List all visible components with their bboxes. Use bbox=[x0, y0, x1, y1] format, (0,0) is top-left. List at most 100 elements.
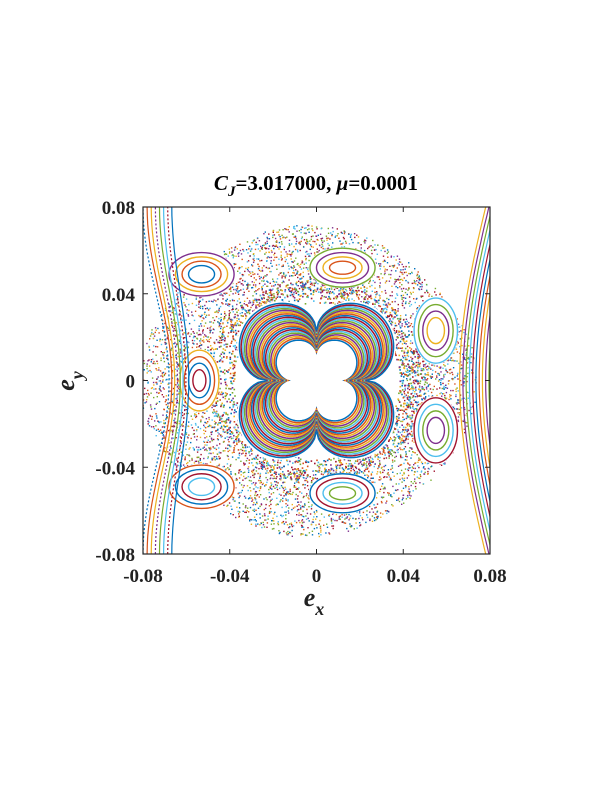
sea-point bbox=[364, 474, 366, 476]
sea-point bbox=[321, 241, 324, 244]
sea-point bbox=[157, 420, 159, 422]
sea-point bbox=[292, 275, 294, 277]
sea-point bbox=[278, 263, 280, 266]
sea-point bbox=[193, 449, 195, 451]
sea-point bbox=[408, 302, 410, 305]
sea-point bbox=[337, 233, 339, 235]
sea-point bbox=[294, 235, 297, 237]
sea-point bbox=[234, 473, 237, 476]
sea-point bbox=[216, 429, 219, 431]
sea-point bbox=[258, 468, 260, 470]
sea-point bbox=[242, 275, 244, 277]
sea-point bbox=[403, 473, 405, 475]
sea-point bbox=[382, 255, 385, 257]
sea-point bbox=[293, 269, 295, 272]
sea-point bbox=[402, 287, 405, 290]
sea-point bbox=[301, 526, 303, 528]
sea-point bbox=[294, 228, 296, 230]
sea-point bbox=[288, 250, 291, 252]
sea-point bbox=[403, 277, 405, 279]
sea-point bbox=[305, 257, 307, 260]
sea-point bbox=[269, 500, 271, 503]
sea-point bbox=[426, 373, 428, 376]
sea-point bbox=[304, 534, 307, 536]
sea-point bbox=[409, 350, 412, 352]
sea-point bbox=[300, 240, 302, 243]
sea-point bbox=[255, 482, 257, 484]
sea-point bbox=[216, 416, 219, 418]
sea-point bbox=[382, 260, 384, 263]
sea-point bbox=[454, 383, 456, 385]
sea-point bbox=[226, 454, 229, 457]
sea-point bbox=[215, 456, 218, 458]
sea-point bbox=[221, 333, 223, 335]
sea-point bbox=[424, 379, 426, 381]
sea-point bbox=[298, 508, 300, 511]
sea-point bbox=[297, 251, 299, 253]
sea-point bbox=[399, 431, 402, 434]
sea-point bbox=[162, 381, 164, 383]
sea-point bbox=[241, 258, 243, 261]
sea-point bbox=[155, 403, 157, 405]
sea-point bbox=[220, 417, 223, 420]
sea-point bbox=[413, 480, 416, 483]
sea-point bbox=[345, 462, 348, 465]
sea-point bbox=[156, 346, 159, 348]
sea-point bbox=[257, 523, 259, 525]
sea-point bbox=[252, 504, 254, 506]
sea-point bbox=[167, 327, 170, 329]
sea-point bbox=[197, 300, 200, 303]
sea-point bbox=[384, 307, 387, 309]
sea-point bbox=[273, 281, 276, 283]
sea-point bbox=[369, 245, 371, 247]
sea-point bbox=[222, 323, 224, 325]
sea-point bbox=[414, 391, 416, 393]
sea-point bbox=[396, 314, 398, 317]
sea-point bbox=[379, 263, 382, 265]
sea-point bbox=[412, 451, 414, 453]
sea-point bbox=[233, 249, 236, 251]
sea-point bbox=[430, 466, 432, 468]
sea-point bbox=[199, 307, 202, 309]
sea-point bbox=[455, 393, 457, 396]
sea-point bbox=[213, 409, 215, 411]
sea-point bbox=[398, 497, 400, 499]
sea-point bbox=[270, 503, 272, 506]
sea-point bbox=[294, 236, 297, 238]
sea-point bbox=[380, 273, 382, 275]
sea-point bbox=[159, 338, 161, 340]
sea-point bbox=[401, 431, 404, 433]
sea-point bbox=[150, 408, 153, 410]
sea-point bbox=[251, 497, 253, 499]
sea-point bbox=[261, 468, 264, 470]
sea-point bbox=[236, 288, 238, 290]
sea-point bbox=[274, 487, 276, 489]
sea-point bbox=[268, 295, 270, 297]
sea-point bbox=[214, 311, 216, 313]
sea-point bbox=[353, 233, 356, 235]
sea-point bbox=[271, 528, 274, 530]
sea-point bbox=[375, 262, 377, 264]
sea-point bbox=[213, 404, 215, 407]
sea-point bbox=[308, 259, 310, 262]
sea-point bbox=[184, 456, 186, 458]
sea-point bbox=[173, 425, 176, 428]
sea-point bbox=[279, 272, 281, 274]
sea-point bbox=[283, 495, 285, 497]
sea-point bbox=[385, 292, 387, 294]
sea-point bbox=[276, 278, 279, 280]
sea-point bbox=[203, 457, 205, 460]
sea-point bbox=[232, 451, 235, 453]
sea-point bbox=[439, 382, 442, 384]
sea-point bbox=[240, 491, 242, 494]
sea-point bbox=[228, 427, 230, 429]
sea-point bbox=[219, 427, 222, 429]
sea-point bbox=[238, 496, 240, 499]
sea-point bbox=[263, 508, 265, 511]
sea-point bbox=[210, 425, 212, 427]
sea-point bbox=[390, 320, 393, 323]
sea-point bbox=[161, 374, 163, 376]
sea-point bbox=[376, 253, 378, 255]
sea-point bbox=[350, 233, 352, 236]
sea-point bbox=[411, 282, 413, 285]
